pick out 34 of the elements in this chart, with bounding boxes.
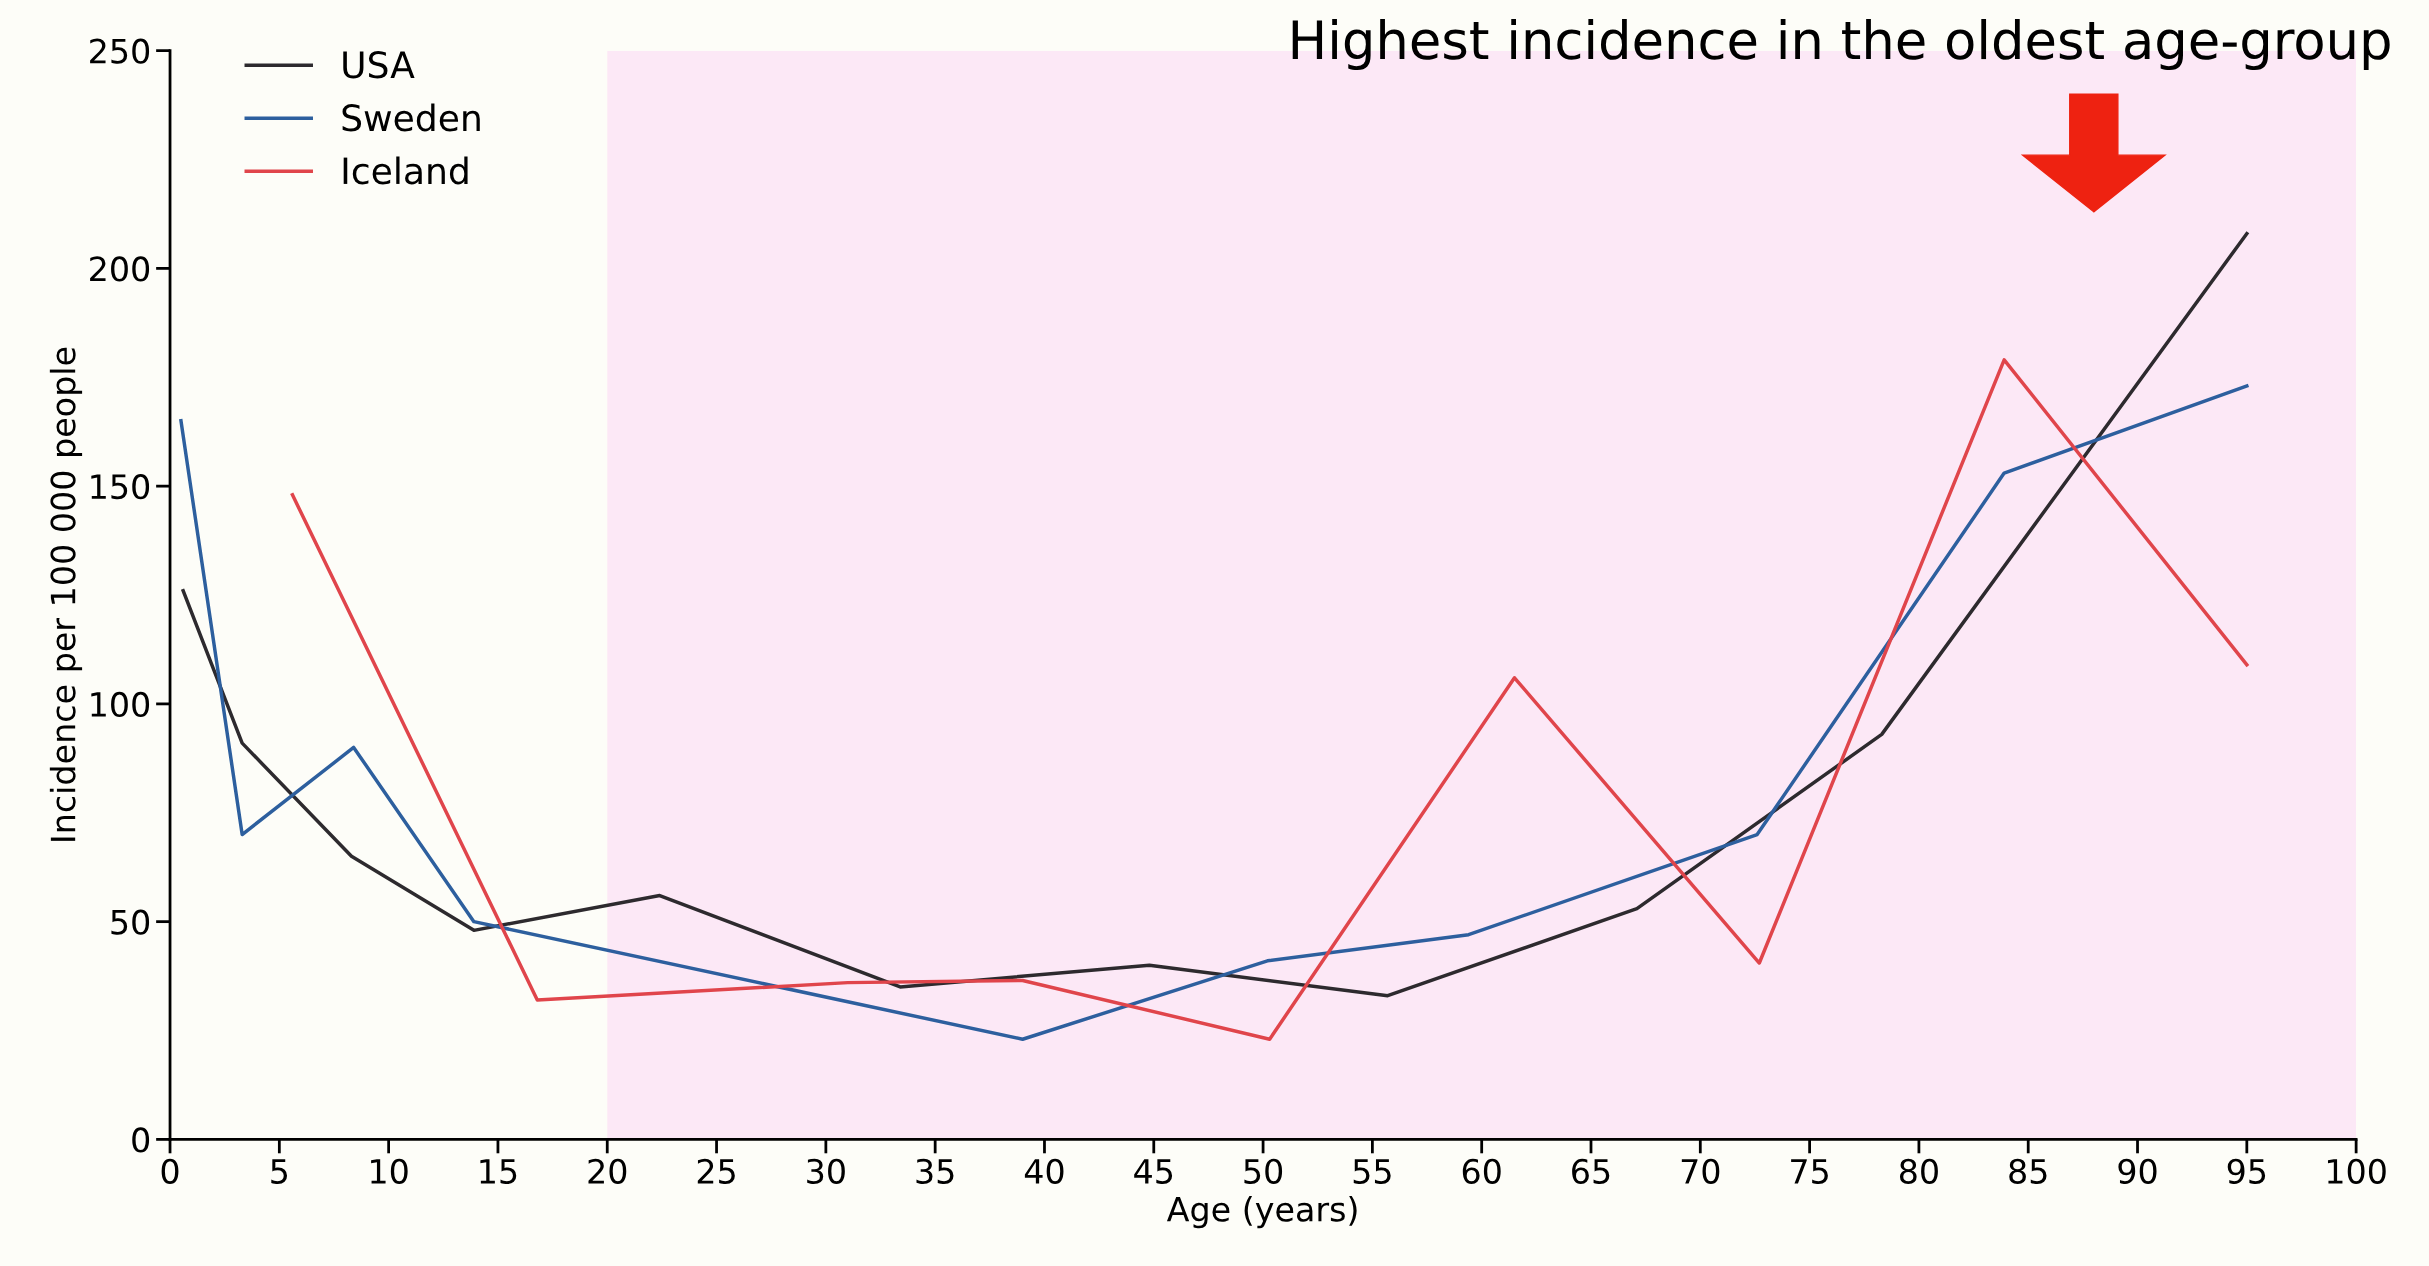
- line-series: [181, 231, 2249, 998]
- x-tick-label: 70: [1681, 1158, 1720, 1184]
- x-tick-label: 5: [271, 1159, 288, 1184]
- x-tick-label: 15: [480, 1159, 517, 1184]
- x-tick-label: 45: [1134, 1159, 1173, 1184]
- x-tick-label: 85: [2009, 1158, 2047, 1184]
- x-tick-label: 65: [1572, 1158, 1610, 1184]
- x-tick-label: 90: [2118, 1158, 2157, 1184]
- x-tick-label: 100: [2327, 1158, 2386, 1184]
- y-tick-label: 100: [91, 691, 150, 718]
- x-tick-label: 75: [1791, 1159, 1828, 1184]
- x-tick-label: 95: [2227, 1158, 2266, 1184]
- x-tick-label: 40: [1024, 1158, 1064, 1184]
- y-tick-label: 50: [111, 909, 150, 935]
- x-tick-label: 35: [916, 1158, 954, 1184]
- chart-title: Highest incidence in the oldest age-group: [1292, 18, 2390, 71]
- y-tick-label: 150: [91, 474, 150, 500]
- y-tick-label: 0: [132, 1127, 150, 1153]
- x-tick-label: 30: [807, 1158, 845, 1184]
- legend-label: USA: [343, 51, 415, 79]
- x-tick-label: 50: [1244, 1158, 1283, 1184]
- x-tick-label: 10: [371, 1158, 408, 1184]
- x-tick-label: 0: [161, 1158, 179, 1184]
- x-tick-label: 60: [1462, 1158, 1501, 1184]
- x-axis-title: Age (years): [1166, 1196, 1357, 1229]
- legend-label: Sweden: [342, 103, 480, 132]
- x-tick-label: 20: [588, 1158, 627, 1184]
- y-tick-label: 200: [90, 256, 150, 282]
- x-tick-label: 55: [1353, 1159, 1391, 1184]
- legend-label: Iceland: [343, 156, 468, 185]
- y-tick-label: 250: [90, 38, 150, 64]
- x-tick-label: 25: [697, 1158, 735, 1184]
- y-axis-title: Incidence per 100 000 people: [49, 347, 83, 841]
- x-tick-label: 80: [1899, 1158, 1938, 1184]
